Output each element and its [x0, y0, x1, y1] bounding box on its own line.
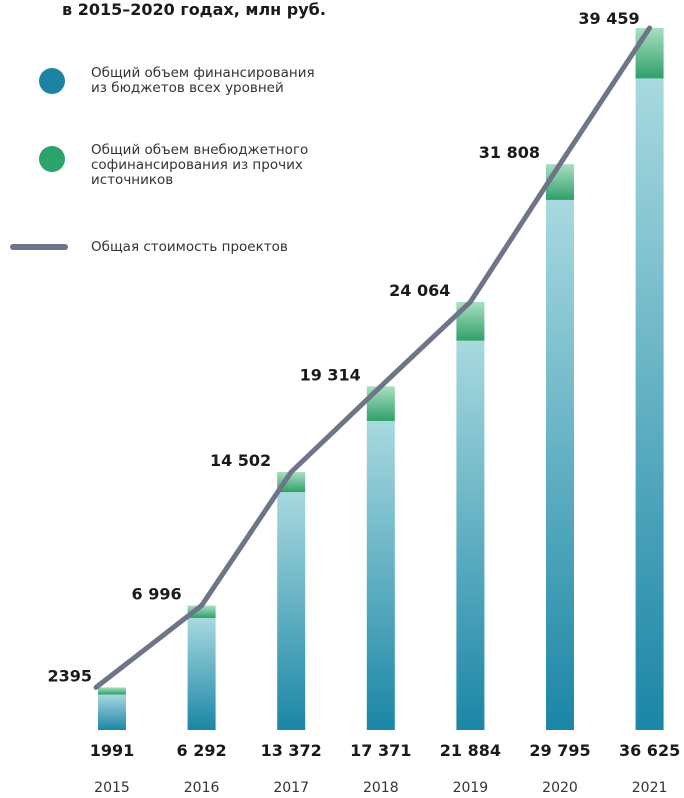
bar-extra-2018 — [366, 386, 395, 421]
total-value-label-2015: 2395 — [47, 666, 92, 685]
x-tick-label-2021: 2021 — [632, 780, 668, 796]
budget-value-label-2020: 29 795 — [529, 741, 590, 760]
total-value-label-2018: 19 314 — [300, 365, 361, 384]
budget-value-label-2015: 1991 — [90, 741, 135, 760]
labels-layer: 1991 2015 6 292 2016 13 372 2017 17 371 2018 21 … — [47, 9, 680, 796]
line-layer — [93, 25, 653, 690]
budget-value-label-2018: 17 371 — [350, 741, 411, 760]
bar-budget-2015 — [98, 694, 126, 730]
bar-extra-2017 — [277, 472, 306, 493]
total-cost-line — [93, 25, 653, 690]
budget-value-label-2017: 13 372 — [261, 741, 322, 760]
bar-budget-2018 — [366, 420, 395, 730]
bars-layer — [98, 28, 664, 731]
total-value-label-2016: 6 996 — [131, 585, 181, 604]
bar-budget-2020 — [546, 199, 574, 730]
bar-budget-2021 — [635, 78, 664, 731]
total-value-label-2017: 14 502 — [210, 451, 271, 470]
bar-budget-2017 — [277, 492, 306, 730]
bar-budget-2019 — [456, 340, 485, 730]
x-tick-label-2016: 2016 — [184, 780, 220, 796]
total-value-label-2019: 24 064 — [389, 281, 450, 300]
bar-extra-2021 — [635, 28, 664, 79]
budget-value-label-2019: 21 884 — [440, 741, 501, 760]
bar-budget-2016 — [187, 618, 216, 730]
x-tick-label-2017: 2017 — [273, 780, 309, 796]
total-value-label-2021: 39 459 — [578, 9, 639, 28]
chart-title: в 2015–2020 годах, млн руб. — [62, 0, 326, 19]
x-tick-label-2015: 2015 — [94, 780, 130, 796]
total-value-label-2020: 31 808 — [479, 143, 540, 162]
x-tick-label-2020: 2020 — [542, 780, 578, 796]
budget-value-label-2016: 6 292 — [177, 741, 227, 760]
bar-extra-2015 — [98, 687, 126, 695]
x-tick-label-2019: 2019 — [453, 780, 489, 796]
budget-value-label-2021: 36 625 — [619, 741, 680, 760]
x-tick-label-2018: 2018 — [363, 780, 399, 796]
